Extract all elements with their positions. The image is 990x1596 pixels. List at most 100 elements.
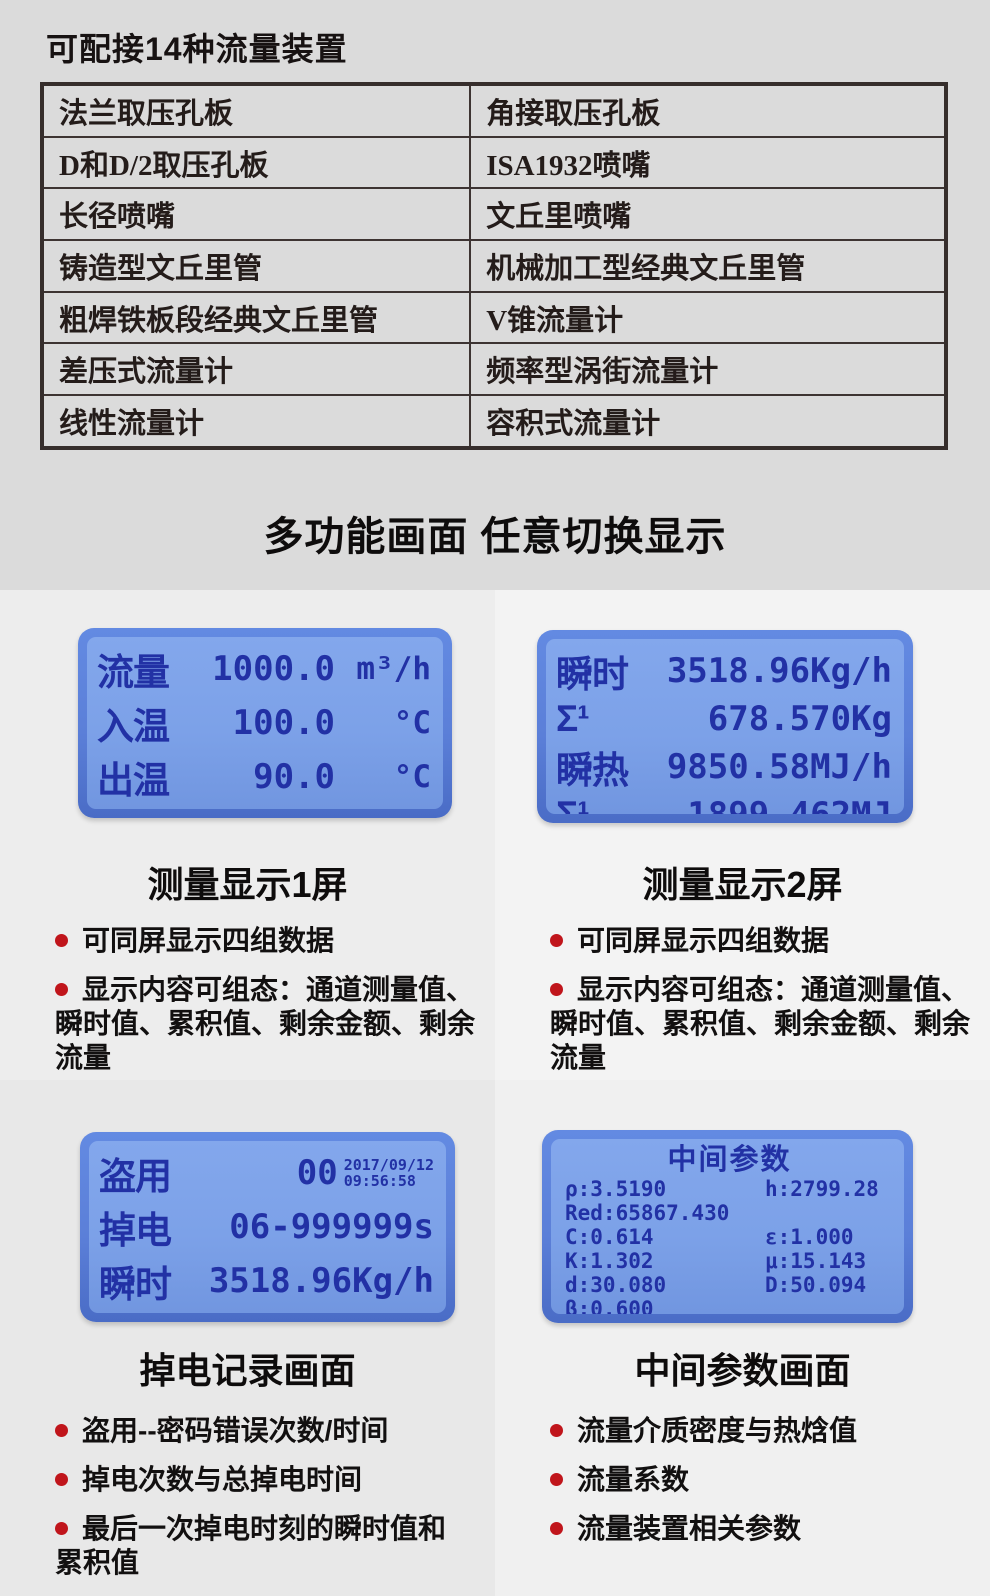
bullet-dot-icon xyxy=(55,934,68,947)
lcd-value: 3518.96Kg/h xyxy=(208,1261,434,1301)
panel-intermediate-params: 中间参数 ρ:3.5190 h:2799.28 Red:65867.430 C:… xyxy=(495,1080,990,1596)
bullet-dot-icon xyxy=(550,1473,563,1486)
param-right: μ:15.143 xyxy=(765,1249,867,1273)
table-cell: 文丘里喷嘴 xyxy=(469,187,947,242)
param-left: β:0.600 xyxy=(565,1297,654,1314)
lcd-value: 653.155Kg xyxy=(120,1309,434,1313)
lcd-row: 出温 90.0 °C xyxy=(97,750,431,804)
lcd-time: 09:56:58 xyxy=(343,1172,416,1190)
lcd-param-line: d:30.080 D:50.094 xyxy=(565,1273,894,1297)
lcd-label: 瞬时 xyxy=(556,654,629,695)
lcd-row: Σ¹ 678.570Kg xyxy=(556,698,892,740)
param-right: D:50.094 xyxy=(765,1273,867,1297)
lcd-label: 掉电 xyxy=(99,1210,172,1251)
lcd-face: 瞬时 3518.96Kg/h Σ¹ 678.570Kg 瞬热 9850.58MJ… xyxy=(546,639,904,814)
lcd-value: 00 xyxy=(296,1153,338,1193)
bullet-dot-icon xyxy=(550,934,563,947)
bullet-item: 流量装置相关参数 xyxy=(550,1512,986,1546)
bullet-item: 显示内容可组态：通道测量值、瞬时值、累积值、剩余金额、剩余流量 xyxy=(550,973,986,1075)
lcd-label: 流量 xyxy=(97,652,170,693)
lcd-row: Σ 653.155Kg xyxy=(99,1308,434,1313)
lcd-param-line: ρ:3.5190 h:2799.28 xyxy=(565,1177,894,1201)
lcd-row: 瞬热 9850.58MJ/h xyxy=(556,740,892,794)
table-cell: 机械加工型经典文丘里管 xyxy=(469,239,947,293)
table-cell: V锥流量计 xyxy=(469,290,947,345)
lcd-value: 100.0 xyxy=(232,703,335,743)
bullet-item: 显示内容可组态：通道测量值、瞬时值、累积值、剩余金额、剩余流量 xyxy=(55,973,491,1075)
lcd-row: 盗用 00 2017/09/12 09:56:58 xyxy=(99,1146,434,1200)
bullet-text: 流量装置相关参数 xyxy=(577,1513,802,1544)
bullet-dot-icon xyxy=(550,983,563,996)
table-row: 粗焊铁板段经典文丘里管 V锥流量计 xyxy=(40,290,947,345)
screens-grid: 流量 1000.0 m³/h 入温 100.0 °C 出温 90.0 °C 瞬热… xyxy=(0,590,990,1596)
param-right xyxy=(765,1201,894,1225)
bullet-text: 可同屏显示四组数据 xyxy=(577,925,830,956)
device-table: 法兰取压孔板 角接取压孔板 D和D/2取压孔板 ISA1932喷嘴 长径喷嘴 文… xyxy=(40,82,948,450)
lcd-label: Σ xyxy=(99,1308,121,1313)
lcd-face: 流量 1000.0 m³/h 入温 100.0 °C 出温 90.0 °C 瞬热… xyxy=(87,637,443,809)
lcd-label: 出温 xyxy=(97,760,170,801)
lcd-row: 瞬时 3518.96Kg/h xyxy=(99,1254,434,1308)
param-left: d:30.080 xyxy=(565,1273,667,1297)
table-cell: 差压式流量计 xyxy=(40,342,472,397)
lcd-label: 瞬热 xyxy=(97,804,169,809)
bullet-text: 显示内容可组态：通道测量值、瞬时值、累积值、剩余金额、剩余流量 xyxy=(55,974,476,1073)
lcd-value: 1899.462MJ xyxy=(589,795,892,814)
lcd-screen-params: 中间参数 ρ:3.5190 h:2799.28 Red:65867.430 C:… xyxy=(542,1130,913,1323)
bullet-list: 可同屏显示四组数据 显示内容可组态：通道测量值、瞬时值、累积值、剩余金额、剩余流… xyxy=(0,924,495,1090)
bullet-text: 掉电次数与总掉电时间 xyxy=(82,1464,363,1495)
param-right: ε:1.000 xyxy=(765,1225,854,1249)
table-cell: 频率型涡街流量计 xyxy=(469,342,947,397)
bullet-text: 最后一次掉电时刻的瞬时值和累积值 xyxy=(55,1513,447,1578)
lcd-label: 瞬时 xyxy=(99,1264,172,1305)
panel-title: 中间参数画面 xyxy=(634,1350,851,1391)
bullet-dot-icon xyxy=(55,983,68,996)
panel-title: 测量显示1屏 xyxy=(147,864,348,905)
bullet-item: 可同屏显示四组数据 xyxy=(550,924,986,958)
lcd-value: 1000.0 xyxy=(212,649,335,689)
table-cell: 粗焊铁板段经典文丘里管 xyxy=(40,290,472,345)
panel-title: 测量显示2屏 xyxy=(642,864,843,905)
bullet-dot-icon xyxy=(55,1522,68,1535)
lcd-datetime: 2017/09/12 09:56:58 xyxy=(344,1157,434,1189)
lcd-param-line: Red:65867.430 xyxy=(565,1201,894,1225)
param-right xyxy=(765,1297,894,1314)
panel-title: 掉电记录画面 xyxy=(139,1350,356,1391)
lcd-screen-measure-1: 流量 1000.0 m³/h 入温 100.0 °C 出温 90.0 °C 瞬热… xyxy=(78,628,452,818)
bullet-text: 显示内容可组态：通道测量值、瞬时值、累积值、剩余金额、剩余流量 xyxy=(550,974,971,1073)
param-left: Red:65867.430 xyxy=(565,1201,730,1225)
bullet-dot-icon xyxy=(55,1424,68,1437)
table-cell: 容积式流量计 xyxy=(469,394,947,449)
lcd-label: 瞬热 xyxy=(556,750,629,791)
table-row: 法兰取压孔板 角接取压孔板 xyxy=(40,83,947,138)
bullet-list: 盗用--密码错误次数/时间 掉电次数与总掉电时间 最后一次掉电时刻的瞬时值和累积… xyxy=(0,1414,495,1595)
lcd-label: Σ¹ xyxy=(556,698,590,739)
bullet-text: 流量介质密度与热焓值 xyxy=(577,1415,858,1446)
page-title: 可配接14种流量装置 xyxy=(46,31,348,67)
lcd-value: 90.0 xyxy=(253,757,335,797)
bullet-dot-icon xyxy=(550,1522,563,1535)
table-cell: 线性流量计 xyxy=(40,394,472,449)
lcd-param-line: β:0.600 xyxy=(565,1297,894,1314)
bullet-item: 流量介质密度与热焓值 xyxy=(550,1414,986,1448)
panel-measure-screen-2: 瞬时 3518.96Kg/h Σ¹ 678.570Kg 瞬热 9850.58MJ… xyxy=(495,590,990,1080)
table-row: 铸造型文丘里管 机械加工型经典文丘里管 xyxy=(40,239,947,293)
lcd-value: 678.570Kg xyxy=(707,699,892,739)
lcd-param-line: C:0.614 ε:1.000 xyxy=(565,1225,894,1249)
panel-measure-screen-1: 流量 1000.0 m³/h 入温 100.0 °C 出温 90.0 °C 瞬热… xyxy=(0,590,495,1080)
param-left: C:0.614 xyxy=(565,1225,654,1249)
param-left: ρ:3.5190 xyxy=(565,1177,667,1201)
lcd-row: 瞬时 3518.96Kg/h xyxy=(556,644,892,698)
table-cell: 铸造型文丘里管 xyxy=(40,239,472,293)
param-right: h:2799.28 xyxy=(765,1177,879,1201)
lcd-value: 06-999999s xyxy=(229,1207,434,1247)
section-heading: 多功能画面 任意切换显示 xyxy=(263,515,727,559)
lcd-value: 9850.58MJ/h xyxy=(666,747,892,787)
table-cell: 长径喷嘴 xyxy=(40,187,472,242)
panel-powerdown-record: 盗用 00 2017/09/12 09:56:58 掉电 06-999999s … xyxy=(0,1080,495,1596)
table-row: 线性流量计 容积式流量计 xyxy=(40,394,947,449)
lcd-param-line: K:1.302 μ:15.143 xyxy=(565,1249,894,1273)
lcd-row: Σ¹ 1899.462MJ xyxy=(556,794,892,814)
bullet-text: 盗用--密码错误次数/时间 xyxy=(82,1415,389,1446)
lcd-date: 2017/09/12 xyxy=(343,1156,434,1174)
